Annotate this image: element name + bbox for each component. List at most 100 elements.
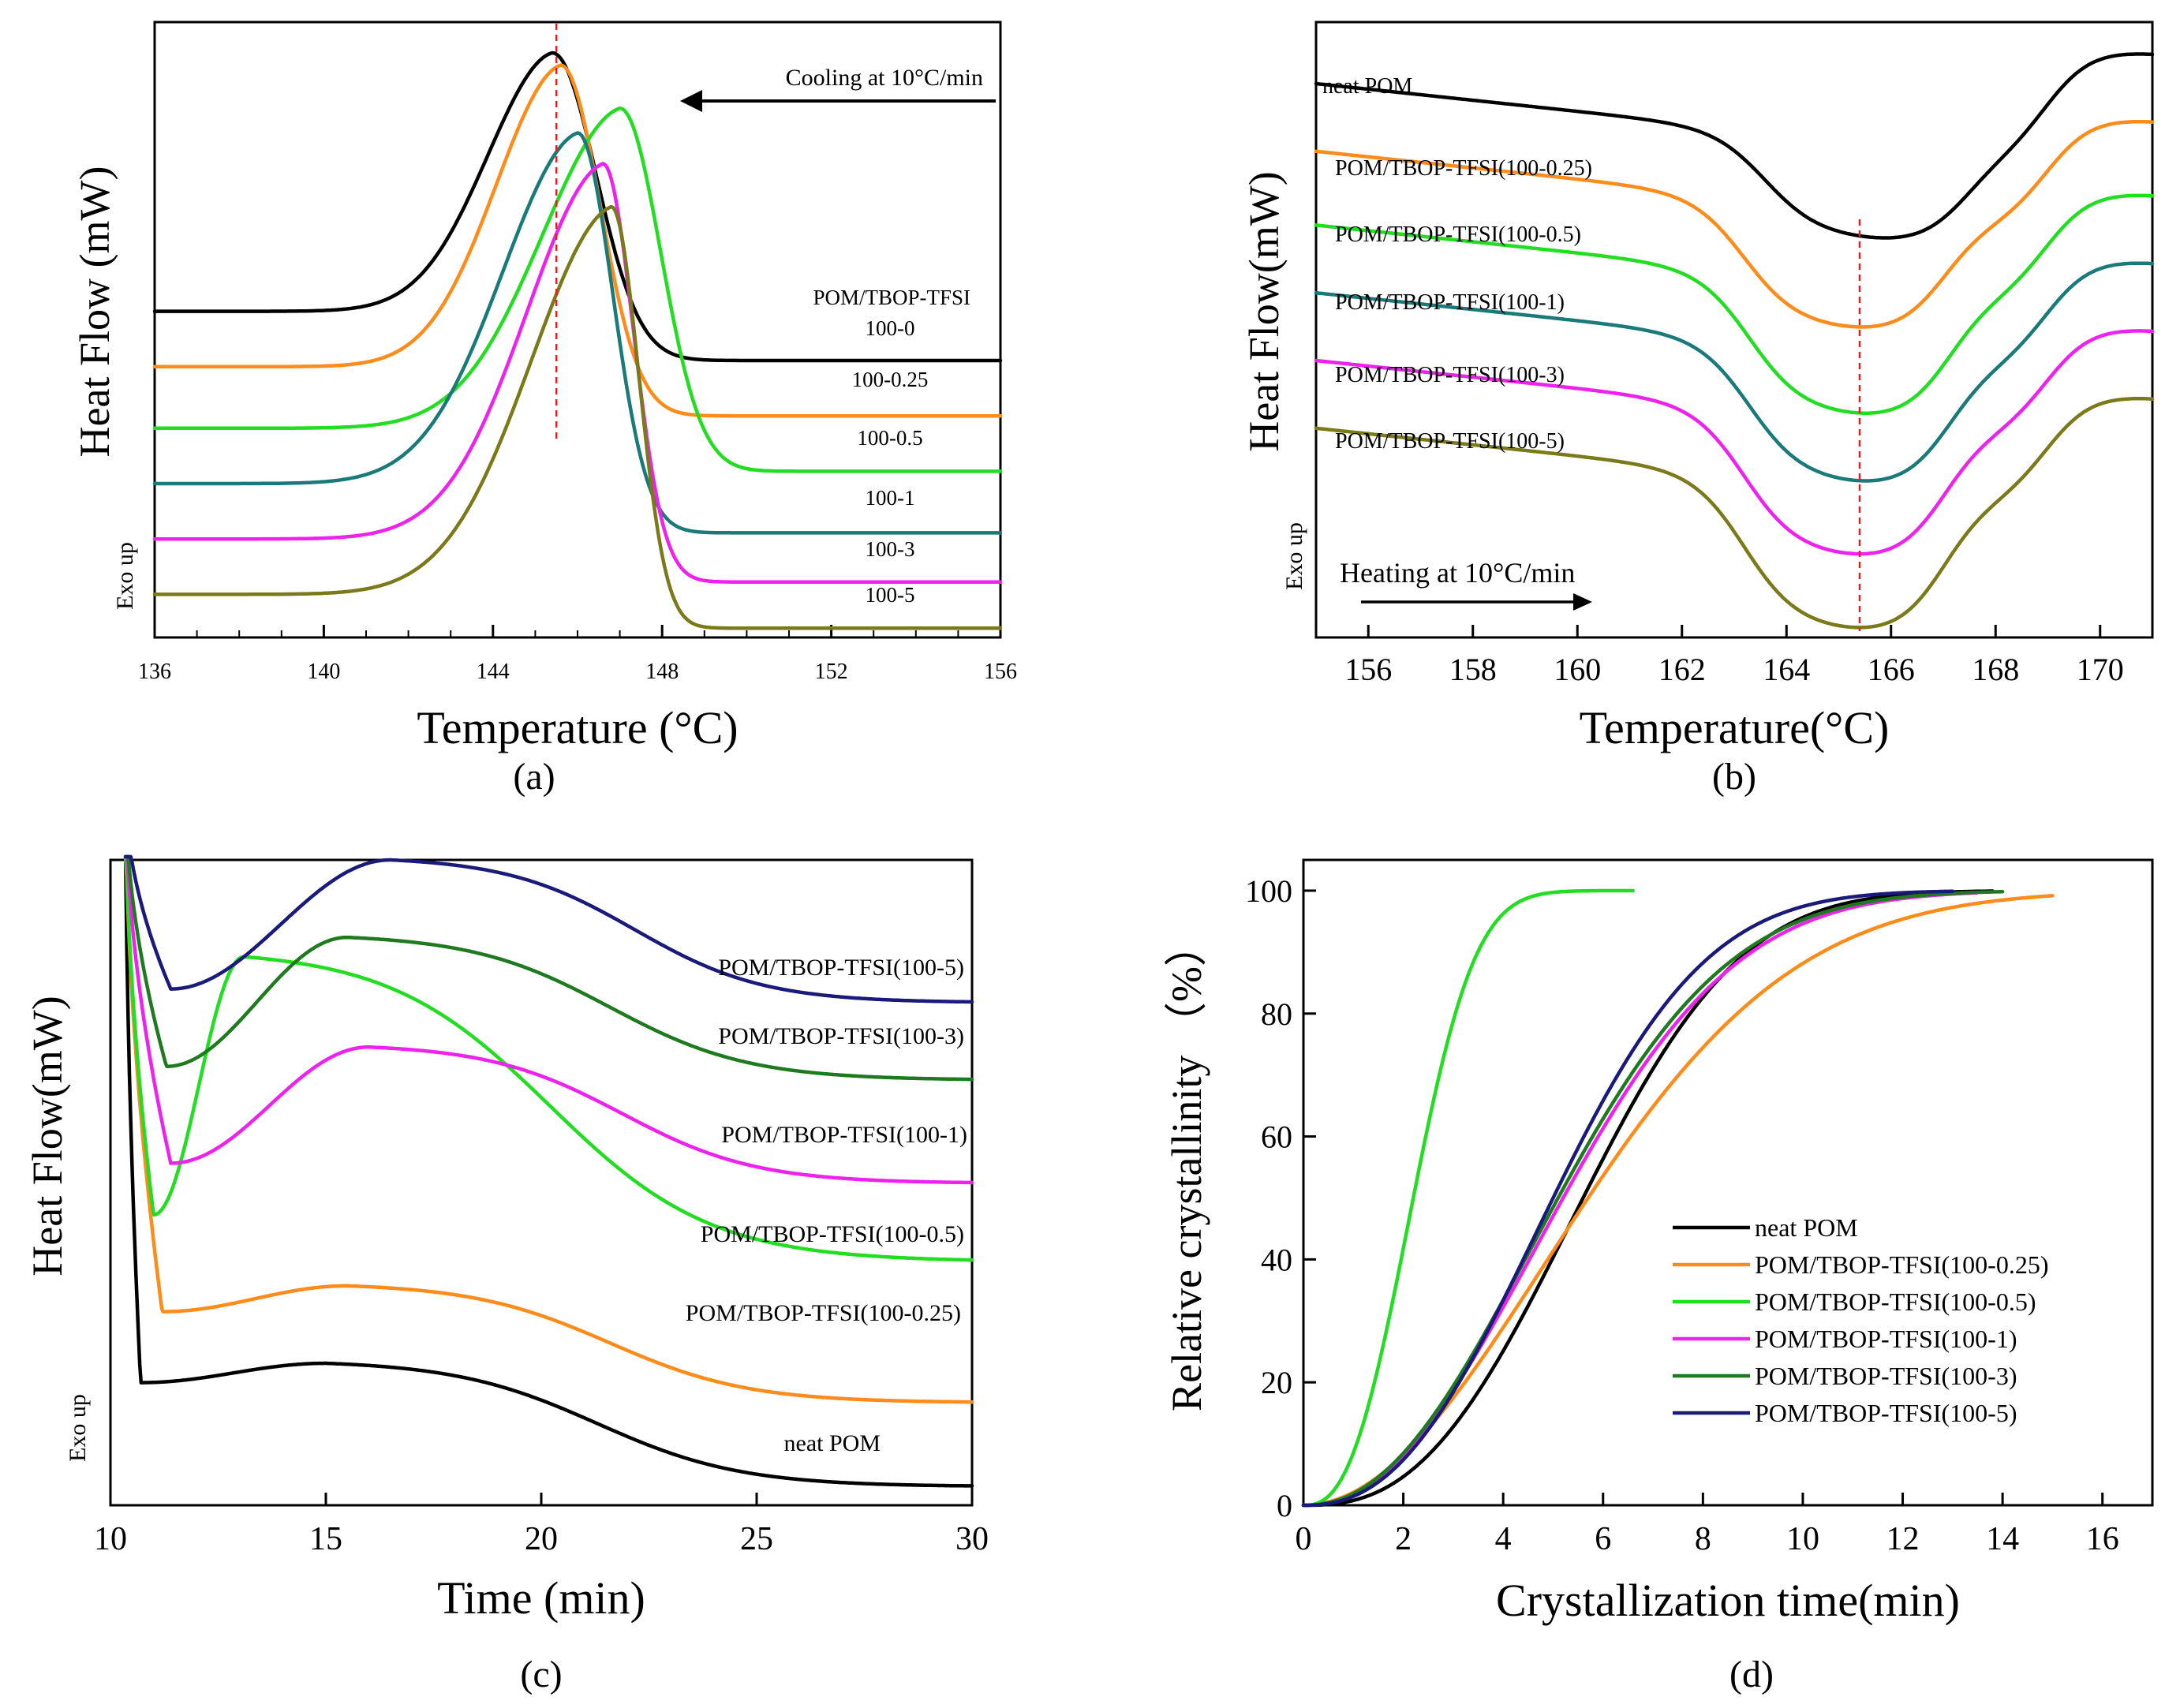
legend-label: POM/TBOP-TFSI(100-5): [1755, 1399, 2017, 1427]
series-line: [123, 854, 974, 1082]
panel-d: 0 2 4 6 8 10 12 14 16 0 20 40 60 80 100 neat POM POM/TBO…: [1163, 858, 2154, 1695]
series-label: neat POM: [784, 1430, 881, 1456]
series-label: POM/TBOP-TFSI(100-3): [718, 1023, 964, 1049]
series-line: [152, 204, 1003, 630]
series-label: POM/TBOP-TFSI(100-1): [721, 1122, 967, 1148]
x-tick-label: 25: [740, 1521, 773, 1557]
series-line: [1301, 890, 2005, 1508]
y-axis-label: Heat Flow (mW): [71, 166, 118, 458]
series-line: [1314, 52, 2155, 240]
series-line: [123, 854, 974, 1404]
series-label: POM/TBOP-TFSI(100-0.5): [701, 1221, 964, 1247]
panel-a: 136 140 144 148 152 156 Cooling at 10°C/min POM…: [71, 21, 1017, 798]
x-axis-label: Time (min): [437, 1572, 645, 1624]
series-line: [1314, 119, 2155, 329]
x-tick-label: 20: [525, 1521, 558, 1557]
series-label: POM/TBOP-TFSI(100-5): [1335, 429, 1565, 454]
x-tick-label: 10: [1786, 1521, 1819, 1557]
series-line: [123, 854, 974, 1185]
x-tick-label: 4: [1495, 1521, 1512, 1557]
x-tick-label: 152: [815, 660, 848, 684]
exo-up-label: Exo up: [1281, 522, 1307, 590]
series-line: [1301, 888, 1635, 1508]
x-tick-label: 6: [1595, 1521, 1611, 1557]
y-tick-label: 60: [1261, 1119, 1292, 1155]
x-tick-label: 14: [1986, 1521, 2019, 1557]
x-tick-label: 162: [1658, 652, 1706, 687]
x-tick-label: 12: [1886, 1521, 1920, 1557]
y-axis-label: Heat Flow(mW): [1240, 171, 1288, 451]
annotation-text: Cooling at 10°C/min: [786, 65, 983, 91]
series-label: neat POM: [1322, 74, 1412, 99]
series-label: POM/TBOP-TFSI(100-0.25): [1335, 156, 1592, 181]
series-label: 100-0.5: [857, 426, 922, 450]
x-tick-label: 166: [1868, 652, 1915, 687]
series-line: [1301, 889, 1955, 1508]
series-label: POM/TBOP-TFSI(100-3): [1335, 363, 1565, 387]
series-line: [1314, 261, 2155, 483]
x-tick-label: 15: [309, 1521, 342, 1557]
x-axis-label: Temperature(°C): [1580, 702, 1890, 753]
series-line: [1314, 396, 2155, 630]
panel-b: 156 158 160 162 164 166 168 170 neat POM POM/TBOP…: [1240, 21, 2155, 798]
x-tick-label: 16: [2086, 1521, 2119, 1557]
series-label: 100-3: [866, 537, 915, 561]
plot-frame: [1302, 858, 2154, 1507]
series-label: 100-1: [866, 486, 915, 510]
x-tick-label: 168: [1972, 652, 2019, 687]
legend: neat POM POM/TBOP-TFSI(100-0.25) POM/TBOP-…: [1673, 1213, 2048, 1427]
x-tick-label: 160: [1554, 652, 1601, 687]
series-label: 100-5: [866, 583, 915, 607]
series-line: [152, 106, 1003, 473]
plot-frame: [1314, 21, 2154, 639]
series-label: POM/TBOP-TFSI(100-0.25): [686, 1300, 961, 1326]
series-label: POM/TBOP-TFSI(100-5): [718, 955, 964, 981]
panel-label: (b): [1712, 756, 1756, 798]
x-tick-label: 10: [94, 1521, 127, 1557]
exo-up-label: Exo up: [65, 1394, 91, 1462]
legend-label: neat POM: [1755, 1213, 1858, 1242]
x-tick-label: 144: [477, 660, 510, 684]
series-line: [1314, 329, 2155, 556]
y-axis-label: Relative crystallinity （%）: [1163, 924, 1210, 1411]
x-tick-label: 158: [1449, 652, 1497, 687]
annotation-arrowhead: [680, 90, 702, 112]
y-axis-label: Heat Flow(mW): [24, 996, 71, 1276]
y-tick-label: 80: [1261, 996, 1292, 1032]
series-line: [152, 131, 1003, 535]
series-label: 100-0.25: [852, 368, 929, 391]
x-tick-label: 2: [1395, 1521, 1412, 1557]
y-tick-label: 100: [1245, 873, 1292, 909]
x-tick-label: 156: [984, 660, 1017, 684]
legend-title: POM/TBOP-TFSI: [813, 286, 970, 309]
series-line: [152, 63, 1003, 418]
series-line: [1314, 193, 2155, 415]
legend-label: POM/TBOP-TFSI(100-0.5): [1755, 1288, 2036, 1316]
series-label: POM/TBOP-TFSI(100-1): [1335, 290, 1565, 315]
y-tick-label: 0: [1277, 1488, 1292, 1523]
x-tick-label: 170: [2077, 652, 2124, 687]
x-tick-label: 148: [645, 660, 679, 684]
x-tick-label: 156: [1344, 652, 1392, 687]
x-axis-label: Temperature (°C): [417, 702, 738, 753]
x-tick-label: 140: [307, 660, 340, 684]
annotation-arrowhead: [1573, 593, 1592, 611]
series-line: [1301, 889, 1995, 1508]
x-tick-label: 136: [138, 660, 171, 684]
y-tick-label: 40: [1261, 1242, 1292, 1277]
x-tick-label: 8: [1695, 1521, 1711, 1557]
series-line: [123, 854, 974, 1262]
x-axis-label: Crystallization time(min): [1496, 1575, 1960, 1626]
y-tick-label: 20: [1261, 1365, 1292, 1400]
x-tick-label: 30: [955, 1521, 989, 1557]
annotation-text: Heating at 10°C/min: [1340, 557, 1575, 589]
series-line: [123, 854, 974, 1488]
panel-c: 10 15 20 25 30 neat POM POM/TBOP-TFSI(100-0.25…: [24, 854, 989, 1695]
legend-label: POM/TBOP-TFSI(100-3): [1755, 1362, 2017, 1390]
series-line: [123, 854, 974, 1004]
panel-label: (d): [1729, 1654, 1774, 1695]
series-line: [152, 162, 1003, 585]
exo-up-label: Exo up: [112, 542, 138, 610]
series-label: 100-0: [866, 316, 915, 340]
